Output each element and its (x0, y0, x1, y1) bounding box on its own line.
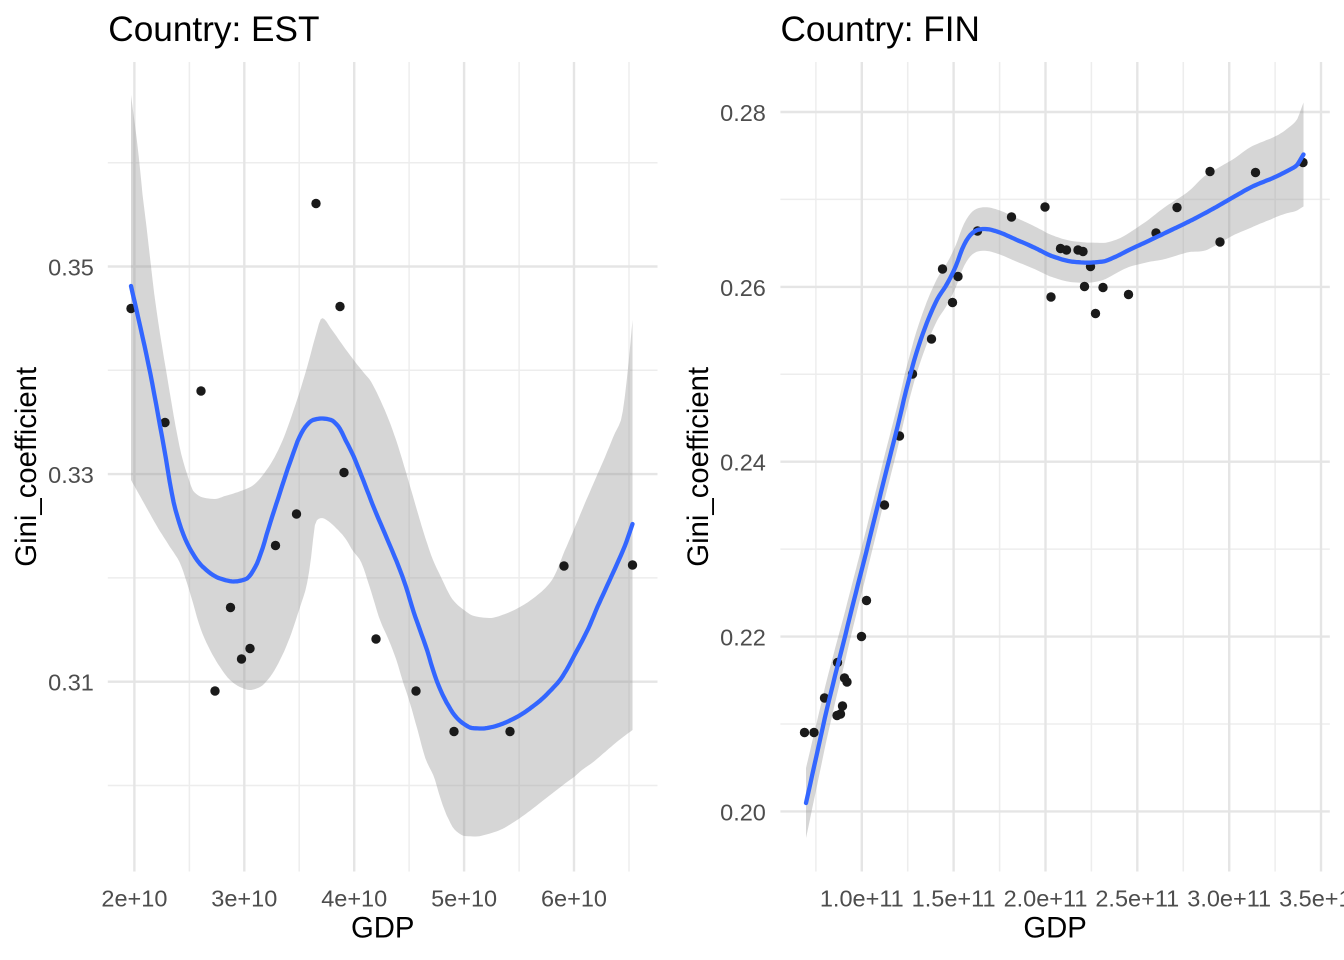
svg-text:0.35: 0.35 (48, 255, 94, 281)
svg-text:0.28: 0.28 (720, 100, 766, 126)
svg-text:2.0e+11: 2.0e+11 (1004, 886, 1088, 912)
svg-text:2e+10: 2e+10 (101, 886, 167, 912)
svg-text:0.20: 0.20 (720, 799, 766, 825)
svg-text:0.26: 0.26 (720, 275, 766, 301)
svg-text:3.0e+11: 3.0e+11 (1187, 886, 1271, 912)
svg-text:Country: EST: Country: EST (108, 10, 319, 49)
svg-text:3.5e+11: 3.5e+11 (1279, 886, 1344, 912)
svg-text:3e+10: 3e+10 (211, 886, 277, 912)
svg-text:6e+10: 6e+10 (541, 886, 607, 912)
svg-text:1.5e+11: 1.5e+11 (912, 886, 996, 912)
svg-text:0.24: 0.24 (720, 450, 766, 476)
svg-text:4e+10: 4e+10 (321, 886, 387, 912)
svg-text:2.5e+11: 2.5e+11 (1095, 886, 1179, 912)
svg-text:0.22: 0.22 (720, 625, 766, 651)
svg-text:1.0e+11: 1.0e+11 (820, 886, 904, 912)
svg-text:Gini_coefficient: Gini_coefficient (10, 367, 43, 567)
svg-text:0.33: 0.33 (48, 462, 94, 488)
svg-text:5e+10: 5e+10 (431, 886, 497, 912)
svg-text:GDP: GDP (351, 912, 415, 945)
svg-text:Gini_coefficient: Gini_coefficient (682, 367, 715, 567)
svg-text:GDP: GDP (1023, 912, 1087, 945)
svg-text:0.31: 0.31 (48, 670, 94, 696)
svg-text:Country: FIN: Country: FIN (781, 10, 980, 49)
